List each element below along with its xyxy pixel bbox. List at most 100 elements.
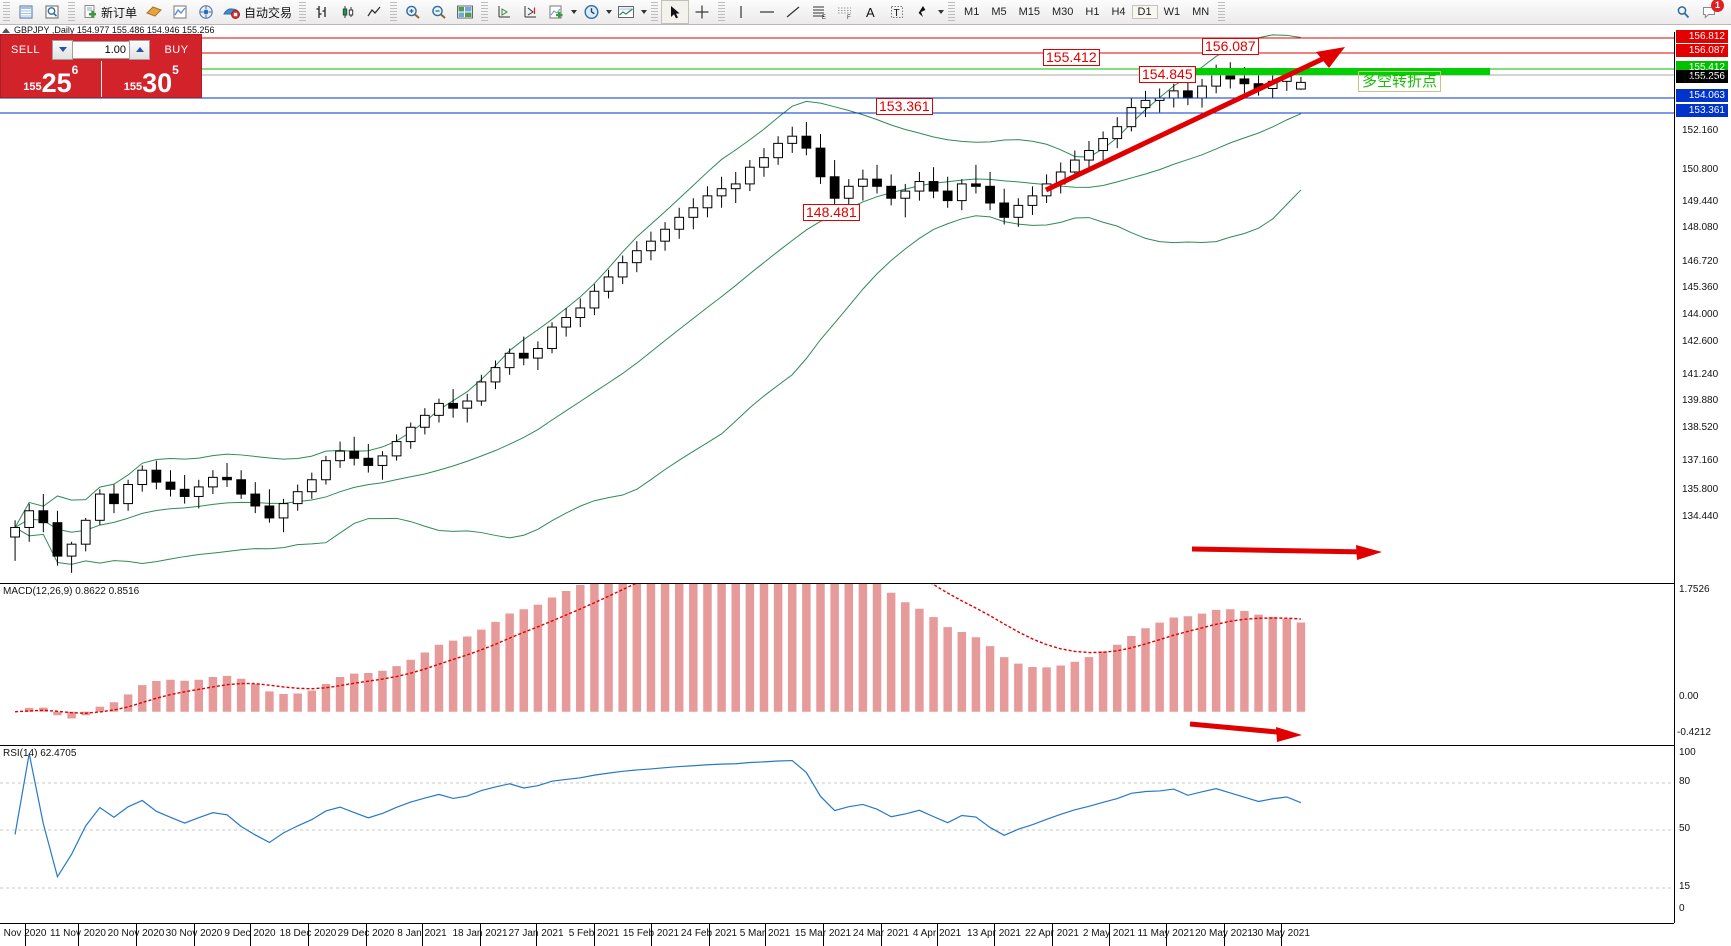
chart-shift-icon[interactable]: [491, 1, 517, 23]
toolbar-grip[interactable]: [3, 2, 10, 22]
tab-timeframe-m15[interactable]: M15: [1018, 6, 1040, 18]
candle-body: [575, 307, 586, 319]
annotation-level-155412[interactable]: 155.412: [1043, 49, 1100, 66]
time-axis-label: 30 Nov 2020: [165, 928, 223, 939]
macd-pane[interactable]: MACD(12,26,9) 0.8622 0.8516: [0, 583, 1674, 745]
auto-scroll-icon[interactable]: [517, 1, 543, 23]
volume-input[interactable]: [73, 40, 129, 59]
market-watch-icon[interactable]: [13, 1, 39, 23]
cursor-icon[interactable]: [661, 0, 690, 24]
fibonacci-icon[interactable]: E: [806, 1, 832, 23]
toolbar-grip-6[interactable]: [651, 2, 659, 22]
candle-body: [391, 441, 402, 457]
bollinger-band: [14, 189, 1302, 565]
tab-timeframe-w1[interactable]: W1: [1163, 6, 1181, 18]
zoom-out-icon[interactable]: [426, 1, 452, 23]
time-axis[interactable]: Nov 2020 11 Nov 2020 20 Nov 2020 30 Nov 202…: [0, 923, 1674, 946]
line-chart-icon[interactable]: [361, 1, 387, 23]
sell-price-sup: 6: [71, 63, 79, 77]
tab-timeframe-m1[interactable]: M1: [964, 6, 980, 18]
time-tick: [1281, 924, 1282, 946]
chart-window-icon[interactable]: [452, 1, 478, 23]
price-axis[interactable]: [1674, 32, 1731, 923]
trendline-icon[interactable]: [780, 1, 806, 23]
tab-timeframe-d1[interactable]: D1: [1131, 5, 1158, 19]
autotrading-label: 自动交易: [244, 5, 293, 20]
one-click-trading-panel[interactable]: SELL BUY 155 25 6 155 30 5: [0, 34, 202, 98]
buy-button[interactable]: BUY: [156, 39, 197, 60]
period-dropdown-caret[interactable]: [604, 1, 613, 23]
volume-stepper[interactable]: [52, 39, 150, 60]
time-tick: [1166, 924, 1167, 946]
horizontal-line-icon[interactable]: [754, 1, 780, 23]
candle-body: [306, 479, 317, 493]
candle-body: [208, 476, 218, 488]
autotrading-button[interactable]: 自动交易: [219, 1, 296, 23]
crosshair-icon[interactable]: [689, 1, 715, 23]
time-axis-label: 24 Feb 2021: [680, 928, 738, 939]
text-icon[interactable]: T: [884, 1, 910, 23]
candle-body: [603, 276, 614, 292]
vertical-line-icon[interactable]: [728, 1, 754, 23]
volume-down-button[interactable]: [52, 39, 73, 60]
indicators-icon[interactable]: [613, 1, 639, 23]
tab-timeframe-h1[interactable]: H1: [1085, 6, 1100, 18]
search-icon[interactable]: [1671, 1, 1697, 23]
indicators-dropdown-caret[interactable]: [639, 1, 648, 23]
expert-advisor-icon[interactable]: [141, 1, 167, 23]
period-icon[interactable]: [578, 1, 604, 23]
toolbar-grip-3[interactable]: [299, 2, 307, 22]
toolbar-grip-9[interactable]: [1218, 2, 1226, 22]
candle-body: [94, 493, 105, 521]
buy-price[interactable]: 155 30 5: [100, 61, 202, 97]
tab-timeframe-h4[interactable]: H4: [1111, 6, 1126, 18]
candlestick-chart-icon[interactable]: [335, 1, 361, 23]
sell-button[interactable]: SELL: [5, 39, 46, 60]
candle-body: [858, 178, 868, 187]
shapes-dropdown-caret[interactable]: [936, 1, 945, 23]
data-window-icon[interactable]: [39, 1, 65, 23]
zoom-in-icon[interactable]: [400, 1, 426, 23]
macd-arrow-layer: [0, 584, 1674, 745]
candle-body: [222, 476, 232, 481]
toolbar-grip-4[interactable]: [390, 2, 398, 22]
navigator-icon[interactable]: [193, 1, 219, 23]
text-label-icon[interactable]: A: [858, 1, 884, 23]
time-axis-label: 5 Feb 2021: [568, 928, 620, 939]
main-price-pane[interactable]: [0, 32, 1674, 583]
candle-body: [66, 543, 77, 557]
candle-body: [1027, 195, 1038, 206]
tab-timeframe-mn[interactable]: MN: [1192, 6, 1210, 18]
chart-symbol-header: GBPJPY ,Daily 154.977 155.486 154.946 15…: [0, 25, 215, 35]
toolbar-grip-5[interactable]: [481, 2, 489, 22]
candle-body: [1281, 76, 1292, 82]
annotation-note-cn[interactable]: 多空转折点: [1358, 71, 1442, 92]
bar-chart-icon[interactable]: [309, 1, 335, 23]
annotation-level-154845[interactable]: 154.845: [1139, 66, 1196, 83]
templates-icon[interactable]: [543, 1, 569, 23]
new-order-button[interactable]: 新订单: [78, 1, 141, 23]
templates-dropdown-caret[interactable]: [569, 1, 578, 23]
volume-up-button[interactable]: [129, 39, 150, 60]
tab-timeframe-m5[interactable]: M5: [991, 6, 1007, 18]
alerts-icon[interactable]: 1: [1697, 0, 1724, 23]
annotation-level-156087[interactable]: 156.087: [1202, 38, 1259, 55]
time-axis-label: 29 Dec 2020: [337, 928, 395, 939]
candle-body: [165, 481, 176, 490]
macd-signal-line: [15, 584, 1301, 714]
chart-collapse-icon[interactable]: [2, 27, 10, 33]
alert-count-badge: 1: [1711, 0, 1724, 12]
rsi-pane[interactable]: RSI(14) 62.4705: [0, 745, 1674, 923]
strategy-tester-icon[interactable]: [167, 1, 193, 23]
tab-timeframe-m30[interactable]: M30: [1052, 6, 1074, 18]
channel-icon[interactable]: F: [832, 1, 858, 23]
annotation-level-148481[interactable]: 148.481: [803, 204, 860, 221]
time-tick: [765, 924, 766, 946]
shapes-icon[interactable]: [910, 1, 936, 23]
sell-price[interactable]: 155 25 6: [1, 61, 101, 97]
toolbar-grip-8[interactable]: [948, 2, 956, 22]
annotation-level-153361[interactable]: 153.361: [876, 98, 933, 115]
toolbar-grip-7[interactable]: [718, 2, 726, 22]
toolbar-grip-2[interactable]: [68, 2, 75, 22]
